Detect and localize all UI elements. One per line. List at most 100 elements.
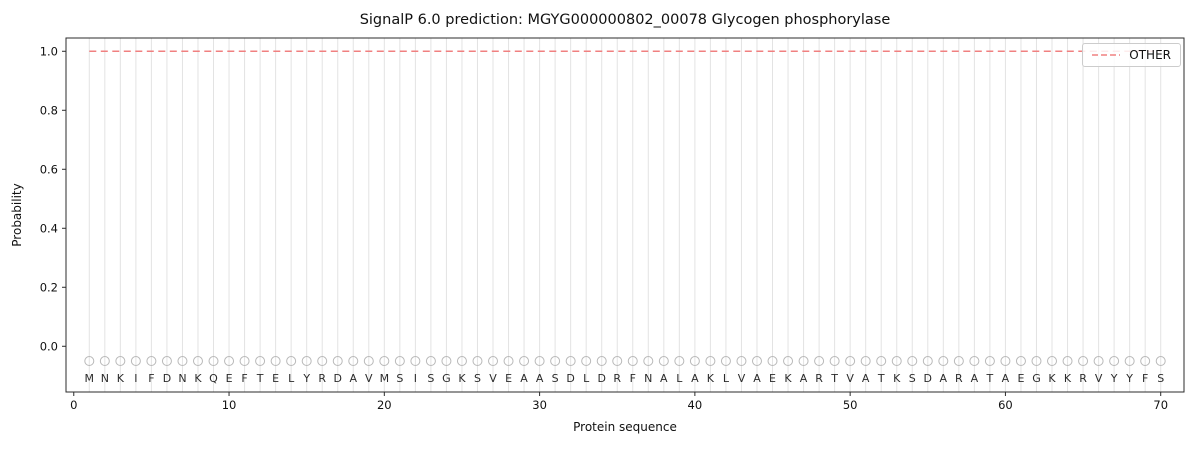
residue-letter: V: [738, 372, 746, 385]
y-tick-label: 1.0: [40, 44, 58, 58]
residue-letter: A: [691, 372, 699, 385]
residue-letter: F: [630, 372, 636, 385]
residue-letter: M: [85, 372, 95, 385]
residue-letter: K: [458, 372, 466, 385]
residue-marker: [969, 356, 980, 367]
residue-marker: [1062, 356, 1073, 367]
residue-letter: L: [676, 372, 683, 385]
x-tick-label: 70: [1153, 398, 1168, 412]
residue-marker: [907, 356, 918, 367]
x-tick-label: 60: [998, 398, 1013, 412]
residue-letter: L: [583, 372, 590, 385]
residue-letter: A: [862, 372, 870, 385]
residue-marker: [115, 356, 126, 367]
residue-letter: E: [1017, 372, 1024, 385]
residue-letter: D: [163, 372, 171, 385]
residue-letter: S: [396, 372, 403, 385]
y-tick-label: 0.2: [40, 280, 58, 294]
residue-letter: F: [1142, 372, 1148, 385]
residue-letter: L: [288, 372, 295, 385]
residue-marker: [736, 356, 747, 367]
residue-marker: [1031, 356, 1042, 367]
residue-letter: A: [1002, 372, 1010, 385]
chart-title: SignalP 6.0 prediction: MGYG000000802_00…: [359, 12, 891, 28]
residue-marker: [161, 356, 172, 367]
residue-letter: V: [846, 372, 854, 385]
residue-letter: F: [241, 372, 247, 385]
residue-letter: E: [272, 372, 279, 385]
residue-marker: [534, 356, 545, 367]
residue-letter: F: [148, 372, 154, 385]
residue-marker: [224, 356, 235, 367]
residue-marker: [783, 356, 794, 367]
residue-marker: [488, 356, 499, 367]
residue-marker: [1000, 356, 1011, 367]
residue-marker: [255, 356, 266, 367]
residue-marker: [1015, 356, 1026, 367]
residue-marker: [938, 356, 949, 367]
residue-marker: [643, 356, 654, 367]
residue-letter: S: [552, 372, 559, 385]
residue-letter: A: [971, 372, 979, 385]
residue-marker: [456, 356, 467, 367]
residue-marker: [394, 356, 405, 367]
residue-letter: Y: [1110, 372, 1118, 385]
residue-marker: [1109, 356, 1120, 367]
residue-marker: [177, 356, 188, 367]
legend-label: OTHER: [1129, 48, 1171, 62]
residue-marker: [1078, 356, 1089, 367]
residue-marker: [301, 356, 312, 367]
residue-marker: [332, 356, 343, 367]
residue-letter: A: [660, 372, 668, 385]
residue-marker: [860, 356, 871, 367]
residue-marker: [503, 356, 514, 367]
residue-marker: [596, 356, 607, 367]
residue-letter: R: [613, 372, 621, 385]
residue-letter: S: [1157, 372, 1164, 385]
residue-letter: K: [893, 372, 901, 385]
residue-letter: K: [707, 372, 715, 385]
residue-letter: R: [955, 372, 963, 385]
residue-letter: A: [800, 372, 808, 385]
residue-letter: E: [505, 372, 512, 385]
residue-marker: [565, 356, 576, 367]
residue-letter: T: [877, 372, 885, 385]
residue-marker: [1124, 356, 1135, 367]
residue-marker: [363, 356, 374, 367]
residue-marker: [1047, 356, 1058, 367]
residue-letter: Y: [302, 372, 310, 385]
residue-marker: [705, 356, 716, 367]
residue-marker: [1155, 356, 1166, 367]
residue-letter: D: [924, 372, 932, 385]
residue-marker: [99, 356, 110, 367]
residue-marker: [689, 356, 700, 367]
residue-letter: K: [1048, 372, 1056, 385]
residue-letter: V: [489, 372, 497, 385]
residue-marker: [208, 356, 219, 367]
residue-letter: L: [723, 372, 730, 385]
residue-letter: V: [365, 372, 373, 385]
residue-marker: [1140, 356, 1151, 367]
residue-marker: [845, 356, 856, 367]
residue-marker: [286, 356, 297, 367]
residue-letter: A: [349, 372, 357, 385]
residue-letter: I: [414, 372, 417, 385]
residue-marker: [720, 356, 731, 367]
residue-letter: S: [909, 372, 916, 385]
residue-marker: [84, 356, 95, 367]
residue-letter: R: [1079, 372, 1087, 385]
residue-letter: A: [940, 372, 948, 385]
residue-letter: S: [427, 372, 434, 385]
residue-marker: [658, 356, 669, 367]
legend: OTHER: [1082, 43, 1181, 67]
residue-letter: A: [753, 372, 761, 385]
residue-letter: K: [194, 372, 202, 385]
residue-letter: V: [1095, 372, 1103, 385]
x-tick-label: 10: [222, 398, 237, 412]
residue-marker: [410, 356, 421, 367]
residue-marker: [146, 356, 157, 367]
y-tick-label: 0.0: [40, 339, 58, 353]
residue-marker: [751, 356, 762, 367]
residue-marker: [317, 356, 328, 367]
